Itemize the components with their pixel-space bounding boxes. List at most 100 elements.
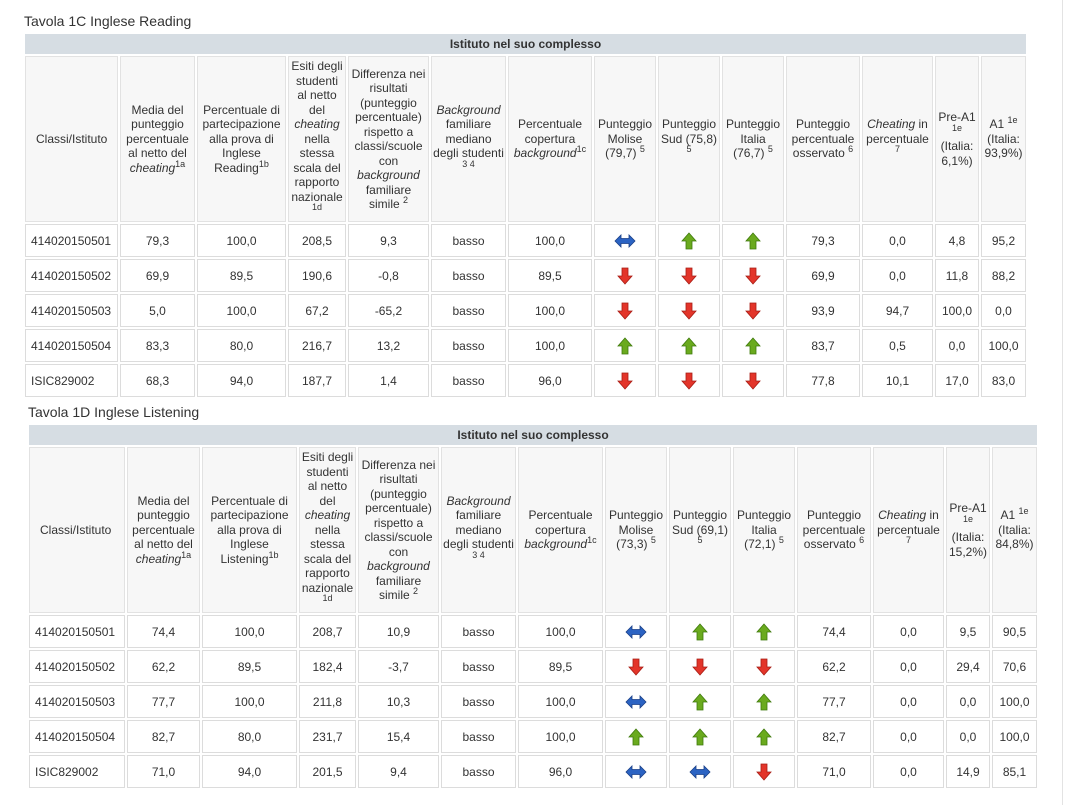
table-row: 414020150501 79,3 100,0 208,5 9,3 basso 100,0 7… <box>25 224 1026 257</box>
arrow-down-icon <box>753 763 775 781</box>
cell-osservato: 83,7 <box>786 329 860 362</box>
table-row: 414020150502 62,2 89,5 182,4 -3,7 basso 89,5 62… <box>29 650 1037 683</box>
cell-cheating: 0,0 <box>862 259 933 292</box>
cell-a1: 85,1 <box>992 755 1037 788</box>
cell-a1: 83,0 <box>981 364 1026 397</box>
cell-media: 71,0 <box>127 755 200 788</box>
cell-differenza: -65,2 <box>348 294 429 327</box>
arrow-down-icon <box>678 267 700 285</box>
cell-italia <box>733 650 795 683</box>
cell-molise <box>605 720 667 753</box>
cell-background: basso <box>431 329 506 362</box>
cell-a1: 0,0 <box>981 294 1026 327</box>
cell-molise <box>605 685 667 718</box>
cell-esiti: 216,7 <box>288 329 346 362</box>
data-table-reading: Istituto nel suo complesso Classi/Istitu… <box>23 32 1028 399</box>
arrow-up-icon <box>678 336 700 355</box>
cell-esiti: 201,5 <box>299 755 356 788</box>
arrow-up-icon <box>753 692 775 711</box>
cell-copertura: 89,5 <box>508 259 592 292</box>
cell-cheating: 0,0 <box>873 615 944 648</box>
header-classi: Classi/Istituto <box>29 447 125 613</box>
cell-differenza: 9,3 <box>348 224 429 257</box>
header-italia: Punteggio Italia (72,1) 5 <box>733 447 795 613</box>
cell-background: basso <box>431 364 506 397</box>
header-copertura: Percentuale copertura background1c <box>518 447 603 613</box>
cell-background: basso <box>441 755 516 788</box>
header-partecipazione: Percentuale di partecipazione alla prova… <box>202 447 297 613</box>
table-row: 414020150504 82,7 80,0 231,7 15,4 basso 100,0 8… <box>29 720 1037 753</box>
cell-sud <box>669 615 731 648</box>
arrow-equal-icon <box>625 693 647 711</box>
cell-italia <box>733 755 795 788</box>
arrow-down-icon <box>614 372 636 390</box>
cell-sud <box>658 329 720 362</box>
header-a1: A1 1e (Italia: 93,9%) <box>981 56 1026 222</box>
header-italia: Punteggio Italia (76,7) 5 <box>722 56 784 222</box>
arrow-down-icon <box>742 302 764 320</box>
cell-osservato: 74,4 <box>797 615 871 648</box>
cell-media: 77,7 <box>127 685 200 718</box>
cell-sud <box>658 259 720 292</box>
header-esiti: Esiti degli studenti al netto del cheati… <box>288 56 346 222</box>
cell-molise <box>594 224 656 257</box>
cell-media: 83,3 <box>120 329 195 362</box>
arrow-equal-icon <box>625 763 647 781</box>
arrow-down-icon <box>678 372 700 390</box>
cell-classe: 414020150504 <box>29 720 125 753</box>
header-a1: A1 1e (Italia: 84,8%) <box>992 447 1037 613</box>
cell-background: basso <box>441 615 516 648</box>
cell-differenza: 1,4 <box>348 364 429 397</box>
cell-pre-a1: 4,8 <box>935 224 979 257</box>
table-row: 414020150503 5,0 100,0 67,2 -65,2 basso 100,0 9… <box>25 294 1026 327</box>
arrow-up-icon <box>678 231 700 250</box>
cell-esiti: 231,7 <box>299 720 356 753</box>
cell-cheating: 10,1 <box>862 364 933 397</box>
cell-esiti: 187,7 <box>288 364 346 397</box>
table-row: 414020150501 74,4 100,0 208,7 10,9 basso 100,0… <box>29 615 1037 648</box>
cell-background: basso <box>431 224 506 257</box>
cell-esiti: 190,6 <box>288 259 346 292</box>
cell-osservato: 77,7 <box>797 685 871 718</box>
cell-italia <box>722 294 784 327</box>
cell-a1: 88,2 <box>981 259 1026 292</box>
cell-molise <box>605 755 667 788</box>
header-pre-a1: Pre-A1 1e (Italia: 15,2%) <box>946 447 990 613</box>
header-band: Istituto nel suo complesso <box>29 425 1037 445</box>
cell-molise <box>594 329 656 362</box>
cell-partecipazione: 94,0 <box>202 755 297 788</box>
arrow-down-icon <box>753 658 775 676</box>
arrow-equal-icon <box>689 763 711 781</box>
cell-sud <box>669 720 731 753</box>
arrow-up-icon <box>614 336 636 355</box>
header-esiti: Esiti degli studenti al netto del cheati… <box>299 447 356 613</box>
cell-cheating: 0,0 <box>873 720 944 753</box>
cell-a1: 95,2 <box>981 224 1026 257</box>
cell-partecipazione: 80,0 <box>197 329 286 362</box>
arrow-down-icon <box>614 267 636 285</box>
cell-classe: 414020150503 <box>25 294 118 327</box>
cell-copertura: 100,0 <box>518 720 603 753</box>
table-section-reading: Tavola 1C Inglese Reading Istituto nel s… <box>24 12 1028 399</box>
cell-partecipazione: 100,0 <box>202 685 297 718</box>
arrow-up-icon <box>689 622 711 641</box>
arrow-down-icon <box>678 302 700 320</box>
cell-molise <box>605 650 667 683</box>
cell-background: basso <box>441 720 516 753</box>
cell-esiti: 208,5 <box>288 224 346 257</box>
arrow-down-icon <box>625 658 647 676</box>
cell-cheating: 94,7 <box>862 294 933 327</box>
cell-pre-a1: 17,0 <box>935 364 979 397</box>
arrow-down-icon <box>742 267 764 285</box>
cell-esiti: 182,4 <box>299 650 356 683</box>
cell-cheating: 0,0 <box>862 224 933 257</box>
cell-differenza: -3,7 <box>358 650 439 683</box>
cell-pre-a1: 0,0 <box>946 685 990 718</box>
cell-molise <box>594 364 656 397</box>
cell-partecipazione: 94,0 <box>197 364 286 397</box>
arrow-up-icon <box>753 727 775 746</box>
cell-differenza: 10,9 <box>358 615 439 648</box>
cell-pre-a1: 0,0 <box>935 329 979 362</box>
header-molise: Punteggio Molise (73,3) 5 <box>605 447 667 613</box>
cell-molise <box>594 259 656 292</box>
